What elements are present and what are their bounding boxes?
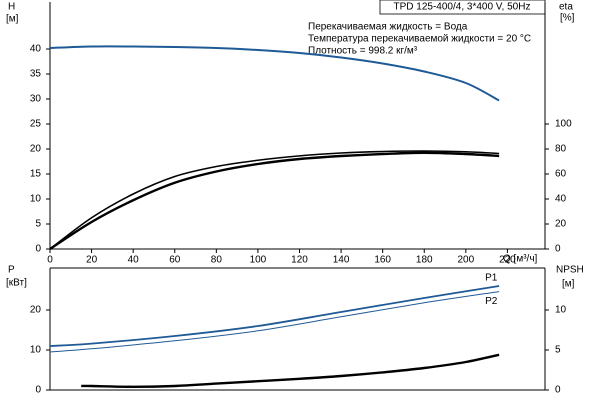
x-tick-label: 60	[169, 255, 181, 266]
curve	[49, 150, 500, 250]
y2-tick-label: 0	[555, 385, 561, 396]
annotation: Плотность = 998.2 кг/м³	[308, 46, 418, 57]
annotation: Температура перекачиваемой жидкости = 20…	[308, 34, 531, 45]
y-tick-label: 0	[35, 385, 41, 396]
y2-tick-label: 5	[555, 345, 561, 356]
y-tick-label: 10	[30, 194, 42, 205]
x-tick-label: 200	[457, 255, 474, 266]
x-tick-label: 100	[250, 255, 267, 266]
y2-axis-label: eta	[559, 2, 573, 13]
y-tick-label: 0	[35, 244, 41, 255]
y-tick-label: 15	[30, 169, 42, 180]
x-axis-label: Q [м³/ч]	[503, 254, 538, 265]
x-tick-label: 220	[499, 255, 516, 266]
x-tick-label: 140	[333, 255, 350, 266]
y2-tick-label: 100	[555, 119, 572, 130]
annotation: Перекачиваемая жидкость = Вода	[308, 22, 468, 33]
y2-axis-label: NPSH	[556, 265, 584, 276]
y-tick-label: 5	[35, 219, 41, 230]
y-tick-label: 20	[30, 144, 42, 155]
curve	[49, 151, 500, 251]
y2-axis-unit: [%]	[560, 13, 575, 24]
y-tick-label: 35	[30, 69, 42, 80]
y2-tick-label: 40	[555, 194, 567, 205]
y-axis-unit: [м]	[6, 14, 19, 25]
x-tick-label: 120	[291, 255, 308, 266]
y2-tick-label: 0	[555, 244, 561, 255]
y-tick-label: 25	[30, 119, 42, 130]
y-axis-label: H	[8, 2, 15, 13]
curve	[49, 45, 500, 102]
y-tick-label: 40	[30, 44, 42, 55]
x-tick-label: 180	[416, 255, 433, 266]
curve	[81, 353, 500, 389]
y-axis-unit: [кВт]	[6, 278, 27, 289]
y-tick-label: 30	[30, 94, 42, 105]
x-tick-label: 0	[47, 255, 53, 266]
y-tick-label: 10	[30, 345, 42, 356]
x-tick-label: 20	[86, 255, 98, 266]
x-tick-label: 80	[211, 255, 223, 266]
legend-label: P1	[485, 273, 498, 284]
y2-axis-unit: [м]	[562, 279, 575, 290]
y-tick-label: 20	[30, 305, 42, 316]
y-axis-label: P	[8, 265, 15, 276]
legend-label: P2	[485, 296, 498, 307]
y2-tick-label: 20	[555, 219, 567, 230]
x-tick-label: 40	[128, 255, 140, 266]
curve	[49, 285, 500, 347]
y2-tick-label: 10	[555, 305, 567, 316]
y2-tick-label: 80	[555, 144, 567, 155]
curve	[49, 291, 500, 353]
y2-tick-label: 60	[555, 169, 567, 180]
x-tick-label: 160	[374, 255, 391, 266]
chart-title: TPD 125-400/4, 3*400 V, 50Hz	[394, 2, 531, 13]
